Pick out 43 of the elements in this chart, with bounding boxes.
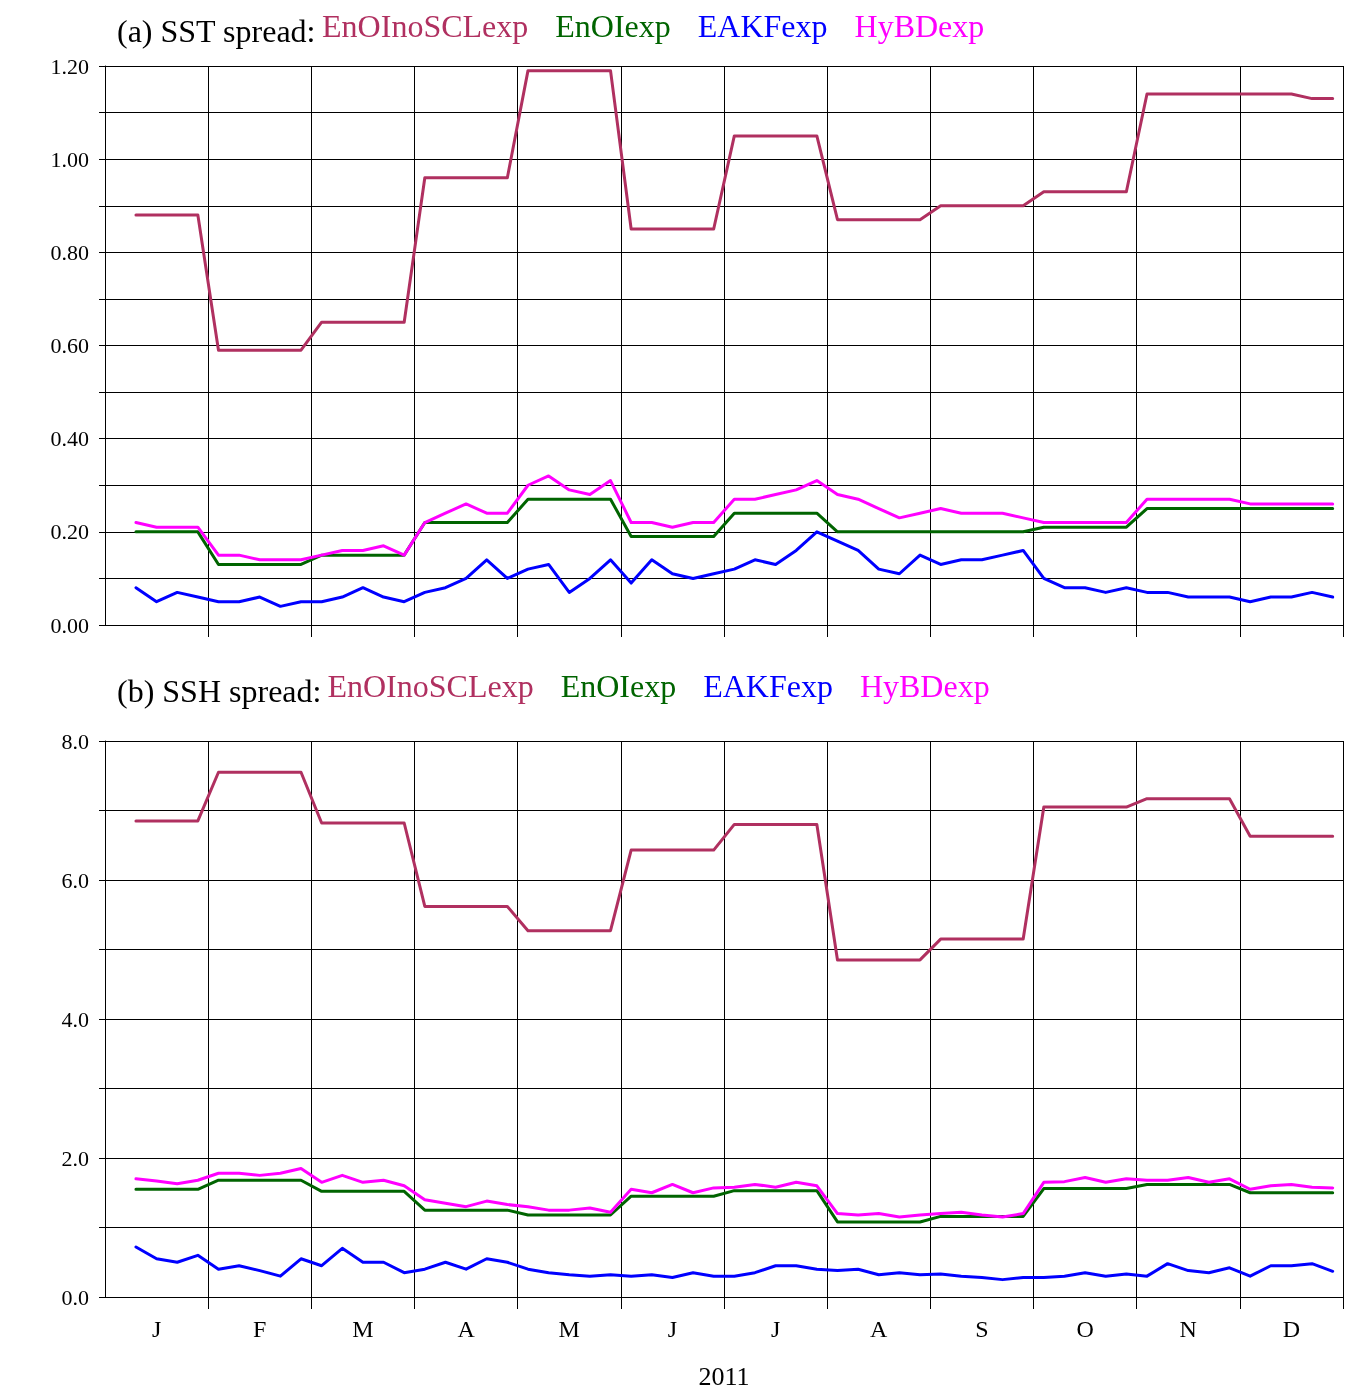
- x-tick-label: F: [253, 1316, 267, 1342]
- line-series: [134, 1166, 1335, 1219]
- chart-title: (b) SSH spread:: [117, 673, 322, 709]
- x-tick-label: M: [352, 1316, 374, 1342]
- y-tick-label: 1.20: [50, 53, 89, 79]
- text: EnOInoSCLexp: [327, 668, 534, 704]
- y-tick-label: 0.40: [50, 426, 89, 452]
- y-tick-label: 0.80: [50, 239, 89, 265]
- line-series: [134, 770, 1335, 962]
- chart-title: (a) SST spread:: [117, 13, 316, 49]
- x-axis-title: 2011: [698, 1361, 750, 1391]
- line-series: [134, 69, 1335, 352]
- text: EAKFexp: [703, 668, 833, 704]
- y-tick-label: 1.00: [50, 146, 89, 172]
- x-tick-label: M: [558, 1316, 580, 1342]
- y-tick-label: 4.0: [61, 1006, 89, 1032]
- line-series: [134, 1178, 1335, 1224]
- x-tick-label: N: [1179, 1316, 1197, 1342]
- series-label: EnOInoSCLexp: [322, 8, 529, 44]
- x-tick-label: O: [1076, 1316, 1094, 1342]
- x-tick-label: D: [1282, 1316, 1301, 1342]
- y-tick-label: 0.20: [50, 519, 89, 545]
- y-tick-label: 0.00: [50, 612, 89, 638]
- x-tick-label: J: [667, 1316, 678, 1342]
- text: EAKFexp: [697, 8, 828, 44]
- x-tick-label: J: [151, 1316, 162, 1342]
- line-series: [134, 530, 1335, 608]
- y-tick-label: 8.0: [61, 728, 89, 754]
- x-tick-label: A: [870, 1316, 889, 1342]
- x-tick-label: J: [770, 1316, 781, 1342]
- text: EnOIexp: [555, 8, 671, 44]
- line-series: [134, 497, 1335, 566]
- x-tick-label: S: [975, 1316, 989, 1342]
- text: HyBDexp: [854, 8, 985, 44]
- x-tick-label: A: [457, 1316, 476, 1342]
- line-series: [134, 1245, 1335, 1282]
- y-tick-label: 0.0: [61, 1284, 89, 1310]
- line-series: [134, 474, 1335, 562]
- y-tick-label: 2.0: [61, 1145, 89, 1171]
- text: HyBDexp: [859, 668, 990, 704]
- text: EnOIexp: [560, 668, 677, 704]
- y-tick-label: 6.0: [61, 867, 89, 893]
- y-tick-label: 0.60: [50, 333, 89, 358]
